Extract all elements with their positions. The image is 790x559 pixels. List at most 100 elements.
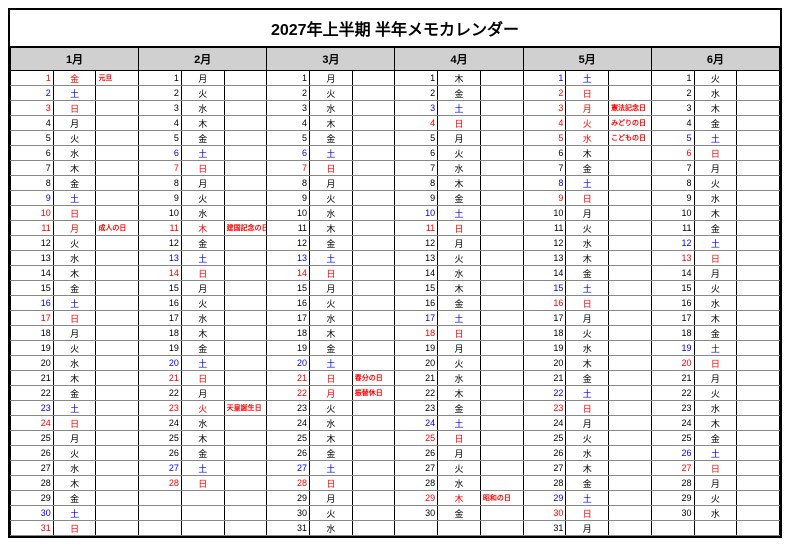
day-of-week: 火 [310, 401, 353, 416]
memo-cell [224, 161, 267, 176]
day-number: 7 [523, 161, 566, 176]
memo-cell [480, 221, 523, 236]
day-number: 13 [139, 251, 182, 266]
day-number: 25 [523, 431, 566, 446]
day-of-week: 日 [181, 266, 224, 281]
day-number: 26 [139, 446, 182, 461]
memo-cell [737, 176, 780, 191]
memo-cell [480, 431, 523, 446]
day-number: 9 [267, 191, 310, 206]
day-of-week: 金 [694, 326, 737, 341]
calendar-row: 6水6土6土6火6木6日 [11, 146, 780, 161]
day-of-week: 土 [566, 491, 609, 506]
memo-cell [352, 191, 395, 206]
day-number: 15 [139, 281, 182, 296]
day-of-week: 日 [438, 116, 481, 131]
memo-cell [96, 521, 139, 536]
day-of-week: 月 [53, 431, 96, 446]
day-of-week: 月 [181, 176, 224, 191]
day-of-week: 水 [53, 356, 96, 371]
day-of-week: 月 [694, 266, 737, 281]
memo-cell [224, 386, 267, 401]
day-of-week: 金 [310, 236, 353, 251]
memo-cell [224, 416, 267, 431]
day-of-week: 土 [438, 311, 481, 326]
day-of-week: 月 [181, 386, 224, 401]
day-of-week: 木 [438, 176, 481, 191]
day-number: 23 [651, 401, 694, 416]
holiday-label: 春分の日 [355, 375, 383, 382]
day-number: 3 [139, 101, 182, 116]
day-of-week: 金 [438, 401, 481, 416]
day-number: 16 [11, 296, 54, 311]
day-of-week: 木 [53, 266, 96, 281]
memo-cell [609, 191, 652, 206]
day-of-week: 水 [694, 506, 737, 521]
day-number: 18 [267, 326, 310, 341]
day-number: 12 [651, 236, 694, 251]
day-of-week: 水 [694, 401, 737, 416]
memo-cell [224, 146, 267, 161]
day-number [139, 491, 182, 506]
day-number: 9 [523, 191, 566, 206]
day-number: 20 [395, 356, 438, 371]
memo-cell [737, 206, 780, 221]
day-of-week: 日 [438, 431, 481, 446]
day-number: 5 [267, 131, 310, 146]
day-number: 5 [139, 131, 182, 146]
calendar-row: 17日17水17水17土17月17木 [11, 311, 780, 326]
day-number: 4 [139, 116, 182, 131]
day-number: 23 [523, 401, 566, 416]
day-of-week: 火 [694, 386, 737, 401]
day-number: 11 [267, 221, 310, 236]
day-of-week: 水 [694, 296, 737, 311]
memo-cell [609, 371, 652, 386]
day-of-week: 火 [694, 491, 737, 506]
day-of-week: 土 [181, 356, 224, 371]
day-of-week: 金 [53, 386, 96, 401]
day-number: 12 [523, 236, 566, 251]
memo-cell [96, 506, 139, 521]
memo-cell [609, 356, 652, 371]
day-of-week: 火 [310, 296, 353, 311]
memo-cell [352, 491, 395, 506]
memo-cell [609, 251, 652, 266]
day-number: 2 [11, 86, 54, 101]
memo-cell [480, 86, 523, 101]
day-number: 24 [11, 416, 54, 431]
day-number: 21 [523, 371, 566, 386]
day-number: 3 [523, 101, 566, 116]
memo-cell [352, 461, 395, 476]
memo-cell [224, 236, 267, 251]
day-of-week: 金 [53, 491, 96, 506]
day-number: 5 [11, 131, 54, 146]
day-number: 16 [651, 296, 694, 311]
day-of-week: 火 [438, 146, 481, 161]
month-header: 4月 [395, 48, 523, 71]
day-of-week: 火 [181, 401, 224, 416]
day-number: 2 [395, 86, 438, 101]
day-of-week: 木 [566, 251, 609, 266]
day-of-week: 月 [181, 281, 224, 296]
day-number: 1 [139, 71, 182, 86]
day-number: 13 [267, 251, 310, 266]
memo-cell [480, 131, 523, 146]
day-number: 7 [11, 161, 54, 176]
day-number: 1 [267, 71, 310, 86]
memo-cell [480, 176, 523, 191]
day-of-week: 土 [53, 506, 96, 521]
memo-cell [352, 266, 395, 281]
day-number: 21 [267, 371, 310, 386]
memo-cell [352, 476, 395, 491]
memo-cell [96, 461, 139, 476]
memo-cell [480, 161, 523, 176]
calendar-row: 28木28日28日28水28金28月 [11, 476, 780, 491]
calendar-row: 14木14日14日14水14金14月 [11, 266, 780, 281]
day-number: 16 [523, 296, 566, 311]
memo-cell [352, 311, 395, 326]
memo-cell [224, 356, 267, 371]
memo-cell [96, 431, 139, 446]
memo-cell [609, 416, 652, 431]
calendar-row: 15金15月15月15木15土15火 [11, 281, 780, 296]
day-of-week: 水 [53, 146, 96, 161]
